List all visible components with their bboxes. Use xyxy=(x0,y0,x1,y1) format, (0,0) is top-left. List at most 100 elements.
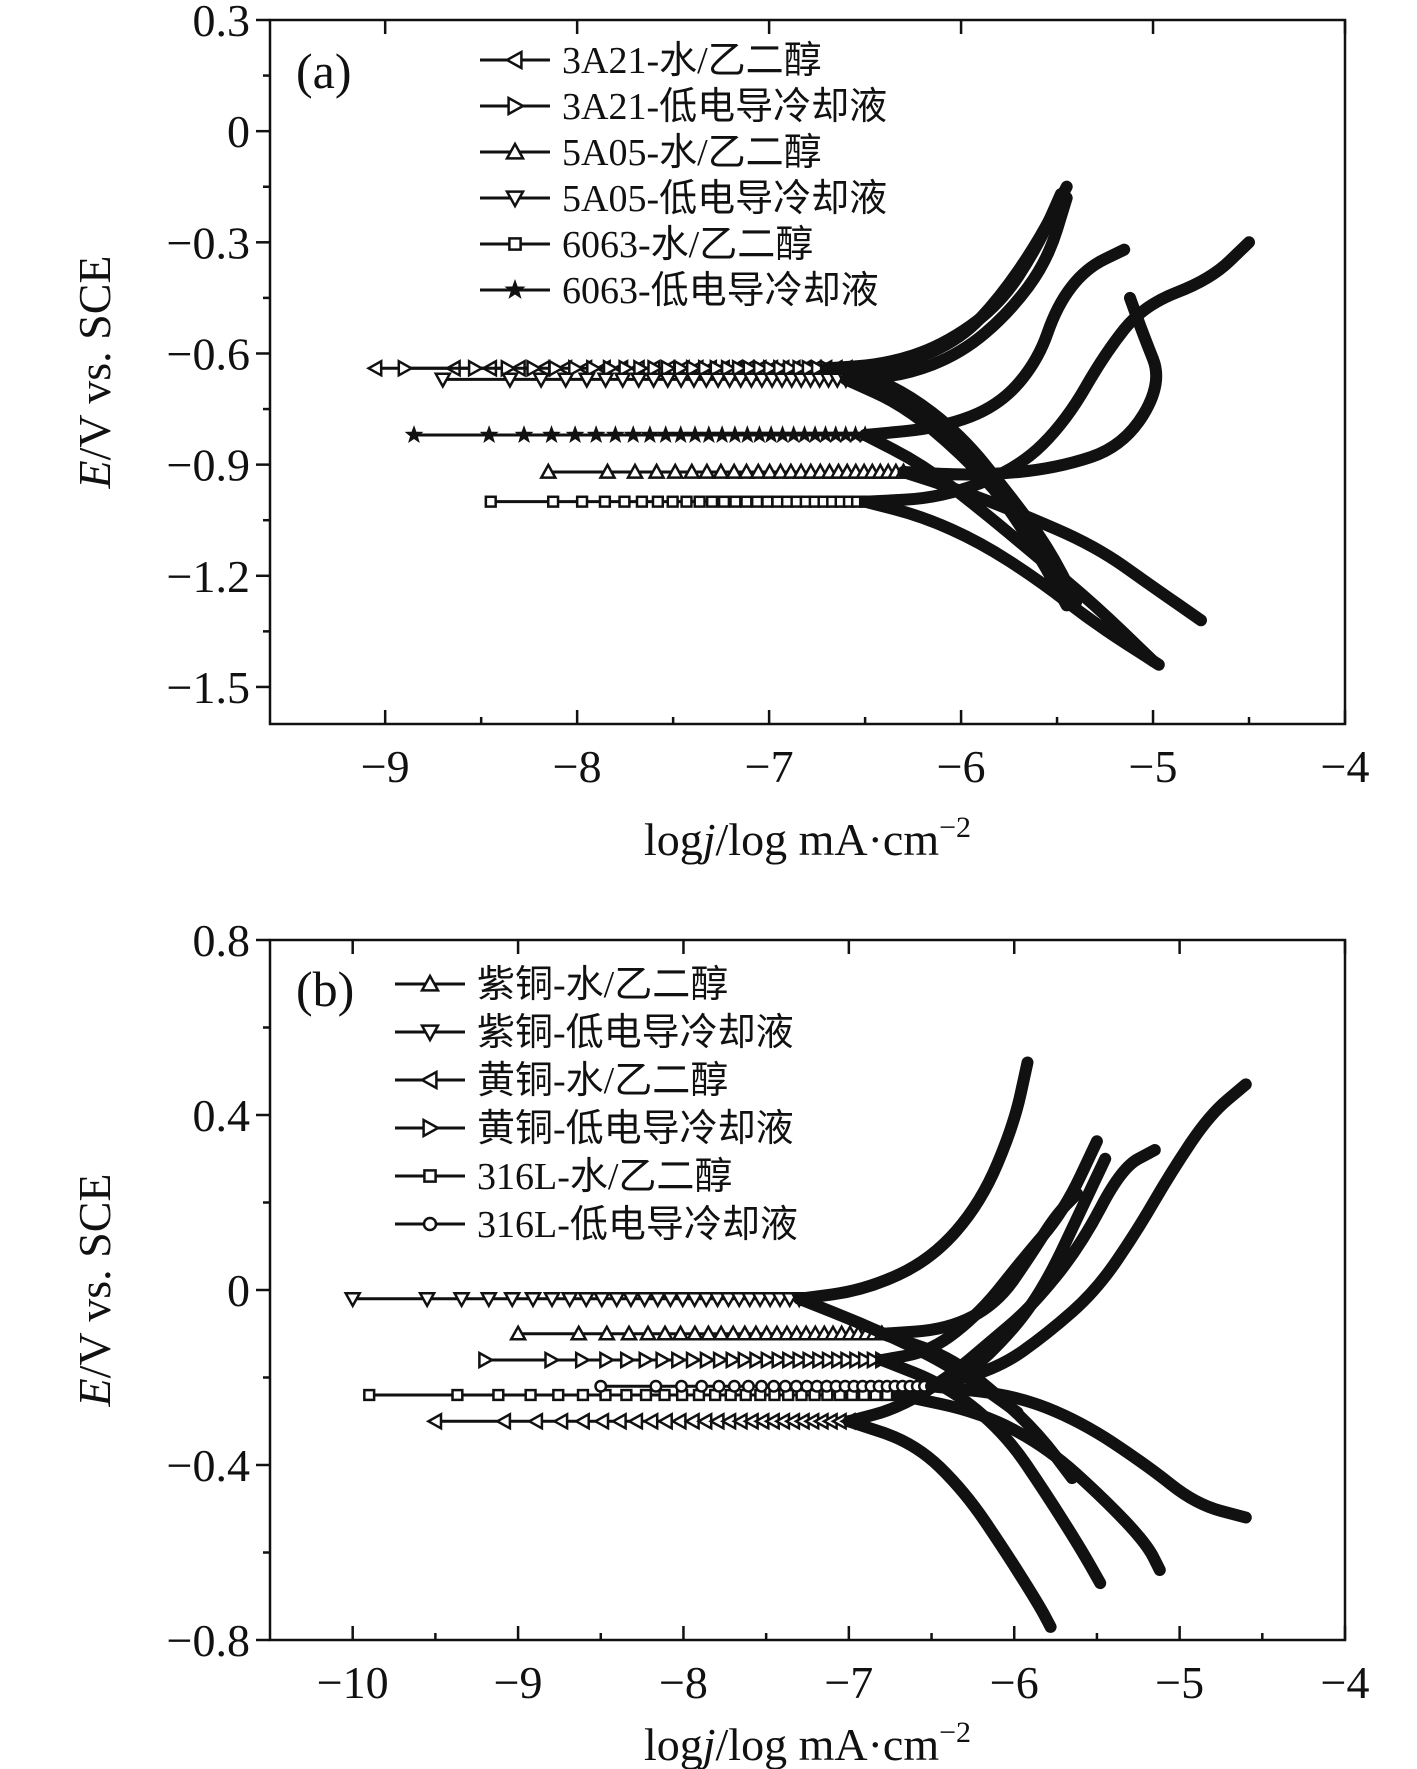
series-marker xyxy=(849,1350,866,1370)
series-marker xyxy=(551,1412,569,1431)
series-marker xyxy=(621,1291,641,1309)
series-marker xyxy=(568,359,585,378)
legend-marker xyxy=(422,1216,438,1232)
series-marker xyxy=(778,1379,792,1393)
series-marker xyxy=(575,495,589,508)
legend-label: 3A21-水/乙二醇 xyxy=(562,40,822,82)
series-marker xyxy=(866,1350,884,1370)
series-marker xyxy=(594,1379,608,1393)
series-2 xyxy=(539,291,1207,627)
legend-label: 316L-水/乙二醇 xyxy=(477,1156,732,1198)
y-axis-label: E/V vs. SCE xyxy=(69,1173,120,1407)
series-marker xyxy=(699,1350,717,1370)
series-marker xyxy=(708,372,728,389)
series-marker xyxy=(699,1324,718,1341)
series-cathodic-branch xyxy=(839,373,1079,608)
legend-marker xyxy=(419,973,441,992)
series-marker xyxy=(749,425,769,444)
series-marker xyxy=(492,1388,505,1402)
series-marker xyxy=(635,1291,654,1309)
legend-entry: 黄铜-水/乙二醇 xyxy=(395,1060,728,1102)
series-marker xyxy=(763,359,780,378)
series-marker xyxy=(574,1350,592,1370)
legend-label: 5A05-低电导冷却液 xyxy=(562,178,887,220)
series-marker xyxy=(619,1324,639,1341)
series-anodic-branch xyxy=(925,1078,1252,1393)
series-marker xyxy=(752,372,772,389)
series-marker xyxy=(425,1412,443,1431)
series-1 xyxy=(343,1056,1034,1419)
x-tick-label: −7 xyxy=(745,741,794,792)
series-marker xyxy=(671,1350,688,1370)
series-marker xyxy=(697,1291,716,1309)
series-marker xyxy=(661,1291,680,1309)
series-marker xyxy=(592,1291,611,1309)
series-marker xyxy=(660,359,678,378)
series-marker xyxy=(685,359,703,378)
panel-label: (b) xyxy=(296,961,354,1017)
series-marker xyxy=(484,495,497,508)
series-marker xyxy=(658,1388,671,1402)
series-marker xyxy=(773,359,790,378)
series-marker xyxy=(724,1324,743,1341)
series-marker xyxy=(742,359,759,378)
series-marker xyxy=(539,462,558,479)
series-marker xyxy=(531,372,551,389)
series-marker xyxy=(749,1350,766,1370)
series-marker xyxy=(682,462,701,479)
series-marker xyxy=(802,1350,819,1370)
series-marker xyxy=(548,359,565,378)
series-marker xyxy=(792,1350,809,1370)
series-marker xyxy=(709,359,726,378)
series-marker xyxy=(771,462,790,479)
legend-label: 6063-水/乙二醇 xyxy=(562,224,813,266)
series-cathodic-branch xyxy=(859,495,1165,671)
series-marker xyxy=(740,1291,759,1309)
series-marker xyxy=(671,425,691,444)
series-marker xyxy=(761,495,774,508)
legend-entry: 黄铜-低电导冷却液 xyxy=(395,1108,794,1150)
series-3 xyxy=(478,1135,1107,1590)
x-tick-label: −9 xyxy=(361,741,410,792)
legend-entry: 3A21-低电导冷却液 xyxy=(480,86,887,128)
legend-entry: 3A21-水/乙二醇 xyxy=(480,40,822,82)
series-cathodic-branch xyxy=(859,429,1159,667)
series-marker xyxy=(642,1412,659,1431)
series-marker xyxy=(742,372,761,389)
series-marker xyxy=(397,359,414,378)
series-marker xyxy=(737,462,756,479)
series-marker xyxy=(514,425,534,444)
legend-marker xyxy=(504,49,523,71)
y-tick-label: −1.5 xyxy=(167,662,250,713)
series-marker xyxy=(633,359,650,378)
legend-label: 紫铜-低电导冷却液 xyxy=(477,1012,794,1054)
series-marker xyxy=(737,425,757,444)
series-marker xyxy=(699,425,719,444)
plot-frame xyxy=(268,938,1347,1642)
series-marker xyxy=(749,462,768,479)
series-marker xyxy=(649,1379,663,1393)
series-marker xyxy=(655,1324,675,1341)
x-tick-label: −4 xyxy=(1321,741,1370,792)
series-marker xyxy=(546,495,560,508)
series-cathodic-branch xyxy=(842,1415,1057,1633)
legend-label: 3A21-低电导冷却液 xyxy=(562,86,887,128)
series-marker xyxy=(740,495,753,508)
series-marker xyxy=(417,1291,437,1309)
series-marker xyxy=(648,1291,667,1309)
legend-marker xyxy=(504,278,526,299)
series-marker xyxy=(711,1324,731,1341)
series-marker xyxy=(771,495,784,508)
y-axis-label: E/V vs. SCE xyxy=(69,255,120,489)
series-marker xyxy=(452,1291,471,1309)
legend-label: 黄铜-低电导冷却液 xyxy=(477,1108,794,1150)
series-4 xyxy=(484,236,1255,671)
series-marker xyxy=(644,372,663,389)
series-marker xyxy=(754,1379,768,1393)
series-marker xyxy=(712,1379,726,1393)
series-marker xyxy=(712,425,732,444)
series-marker xyxy=(544,1350,561,1370)
series-anodic-branch xyxy=(839,191,1073,386)
series-2 xyxy=(425,1144,1161,1633)
